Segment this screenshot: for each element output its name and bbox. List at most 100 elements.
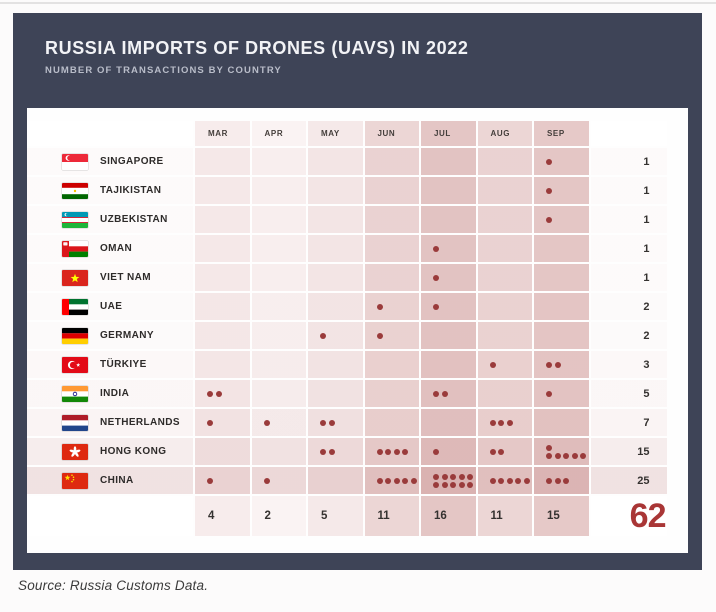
- transaction-dot: [320, 419, 326, 426]
- transaction-dot: [320, 332, 326, 339]
- transaction-dot: [498, 419, 504, 426]
- row-total: 1: [590, 235, 667, 262]
- matrix-cell: [534, 467, 589, 494]
- row-total: 7: [590, 409, 667, 436]
- matrix-cell: [252, 409, 306, 436]
- matrix-cell: [195, 467, 250, 494]
- transaction-dot: [263, 477, 270, 484]
- transaction-dot: [320, 448, 326, 455]
- matrix-cell: [195, 409, 250, 436]
- transaction-dot: [376, 448, 383, 455]
- matrix-cell: [308, 380, 363, 407]
- transaction-dot: [207, 419, 213, 426]
- chart-grid: MAR APR MAY JUN JUL AUG SEP SINGAPORE 1 TAJIKISTA…: [27, 121, 688, 536]
- matrix-cell: [252, 148, 306, 175]
- cn-flag-icon: [62, 472, 88, 489]
- column-total: 5: [308, 496, 363, 536]
- page-title: RUSSIA IMPORTS OF DRONES (UAVS) IN 2022: [45, 38, 469, 58]
- matrix-cell: [195, 264, 250, 291]
- matrix-cell: [534, 380, 589, 407]
- source-note: Source: Russia Customs Data.: [18, 578, 209, 593]
- month-header-sep: SEP: [534, 121, 589, 146]
- matrix-cell: [478, 177, 532, 204]
- matrix-cell: [195, 293, 250, 320]
- row-total: 1: [590, 206, 667, 233]
- transaction-dot: [385, 448, 391, 455]
- matrix-cell: [421, 380, 476, 407]
- row-total: 3: [590, 351, 667, 378]
- transaction-dot: [263, 419, 270, 426]
- chart-panel: MAR APR MAY JUN JUL AUG SEP SINGAPORE 1 TAJIKISTA…: [27, 108, 688, 553]
- column-total: 16: [421, 496, 476, 536]
- column-total: 4: [195, 496, 250, 536]
- matrix-cell: [195, 206, 250, 233]
- transaction-dot: [393, 448, 400, 455]
- matrix-cell: [478, 409, 532, 436]
- tr-flag-icon: [62, 356, 88, 373]
- matrix-cell: [421, 264, 476, 291]
- country-row-label: OMAN: [27, 235, 193, 262]
- transaction-dot: [554, 452, 561, 459]
- nl-flag-icon: [62, 414, 88, 431]
- matrix-cell: [478, 438, 532, 465]
- matrix-cell: [195, 235, 250, 262]
- matrix-cell: [478, 467, 532, 494]
- row-total: 2: [590, 322, 667, 349]
- transaction-dot: [376, 303, 383, 310]
- matrix-cell: [421, 351, 476, 378]
- matrix-cell: [478, 148, 532, 175]
- column-total: 2: [251, 496, 306, 536]
- transaction-dot: [546, 158, 552, 165]
- matrix-cell: [421, 322, 476, 349]
- row-total: 15: [590, 438, 667, 465]
- in-flag-icon: [62, 385, 88, 402]
- matrix-cell: [478, 293, 532, 320]
- transaction-dot: [376, 332, 383, 339]
- transaction-dot: [441, 481, 448, 488]
- matrix-cell: [252, 293, 306, 320]
- country-row-label: UAE: [27, 293, 193, 320]
- transaction-dot: [546, 187, 552, 194]
- matrix-cell: [195, 380, 250, 407]
- transaction-dot: [376, 477, 383, 484]
- transaction-dot: [546, 216, 552, 223]
- column-total: 15: [534, 496, 589, 536]
- matrix-cell: [195, 351, 250, 378]
- matrix-cell: [252, 351, 306, 378]
- transaction-dot: [441, 390, 448, 397]
- transaction-dot: [433, 303, 439, 310]
- country-name: INDIA: [100, 388, 130, 399]
- transaction-dot: [433, 448, 439, 455]
- matrix-cell: [534, 148, 589, 175]
- transaction-dot: [563, 452, 569, 459]
- transaction-dot: [450, 481, 456, 488]
- matrix-cell: [365, 293, 419, 320]
- transaction-dot: [207, 390, 213, 397]
- transaction-dot: [328, 448, 335, 455]
- ae-flag-icon: [62, 298, 88, 315]
- matrix-cell: [421, 177, 476, 204]
- matrix-cell: [195, 177, 250, 204]
- matrix-cell: [308, 322, 363, 349]
- transaction-dot: [563, 477, 569, 484]
- matrix-cell: [195, 438, 250, 465]
- matrix-cell: [421, 235, 476, 262]
- country-name: OMAN: [100, 243, 133, 254]
- matrix-cell: [308, 148, 363, 175]
- matrix-cell: [252, 235, 306, 262]
- month-header-may: MAY: [308, 121, 363, 146]
- matrix-cell: [421, 148, 476, 175]
- month-header-jun: JUN: [364, 121, 419, 146]
- transaction-dot: [489, 477, 496, 484]
- matrix-cell: [534, 293, 589, 320]
- transaction-dot: [458, 481, 465, 488]
- matrix-cell: [308, 177, 363, 204]
- matrix-cell: [365, 322, 419, 349]
- month-header-apr: APR: [251, 121, 306, 146]
- matrix-cell: [421, 467, 476, 494]
- column-total: 11: [364, 496, 419, 536]
- grand-total: 62: [590, 496, 667, 536]
- transaction-dot: [489, 361, 496, 368]
- matrix-cell: [365, 467, 419, 494]
- transaction-dot: [433, 473, 439, 480]
